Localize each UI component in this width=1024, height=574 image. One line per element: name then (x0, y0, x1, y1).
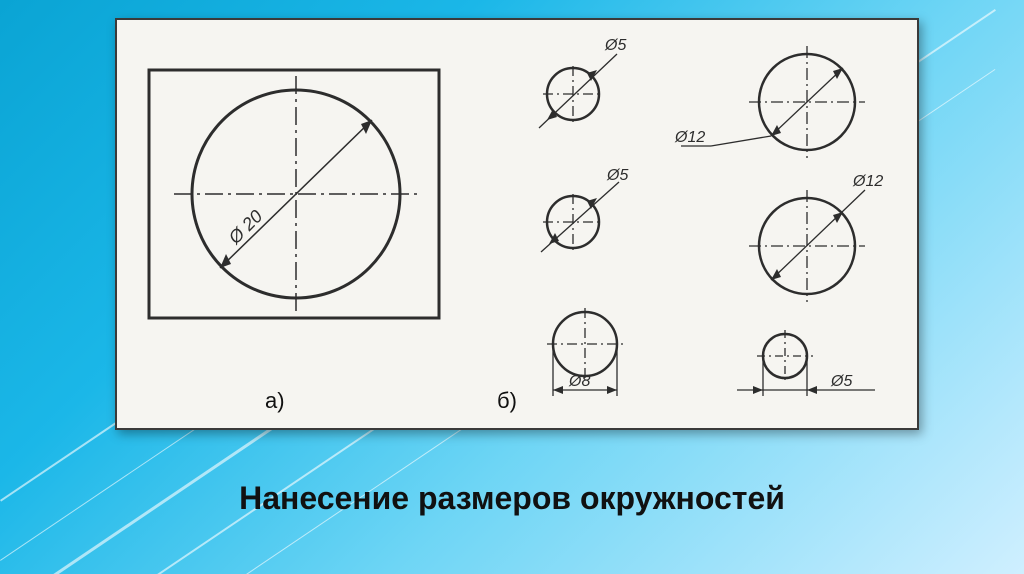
circle-b-top-right: Ø12 (674, 46, 865, 158)
circle-b-mid-right: Ø12 (749, 173, 883, 302)
dim-label: Ø12 (674, 129, 705, 146)
dim-label-main: Ø 20 (224, 206, 266, 248)
circle-b-bot-right: Ø5 (737, 330, 875, 396)
slide-caption: Нанесение размеров окружностей (0, 480, 1024, 517)
circle-b-mid-left: Ø5 (541, 167, 628, 252)
figure-panel: Ø 20 а) б) Ø5 (115, 18, 919, 430)
circle-b-bot-left: Ø8 (547, 308, 623, 396)
dim-label: Ø5 (606, 167, 628, 184)
dim-label: Ø5 (604, 37, 626, 54)
dim-label: Ø8 (568, 373, 590, 390)
subfigure-a: Ø 20 (131, 40, 461, 400)
subfigure-b: Ø5 Ø12 (477, 24, 907, 424)
dim-label: Ø5 (830, 373, 852, 390)
circle-b-top-left: Ø5 (539, 37, 626, 128)
slide-root: Ø 20 а) б) Ø5 (0, 0, 1024, 574)
dim-label: Ø12 (852, 173, 883, 190)
sublabel-a: а) (265, 388, 285, 414)
